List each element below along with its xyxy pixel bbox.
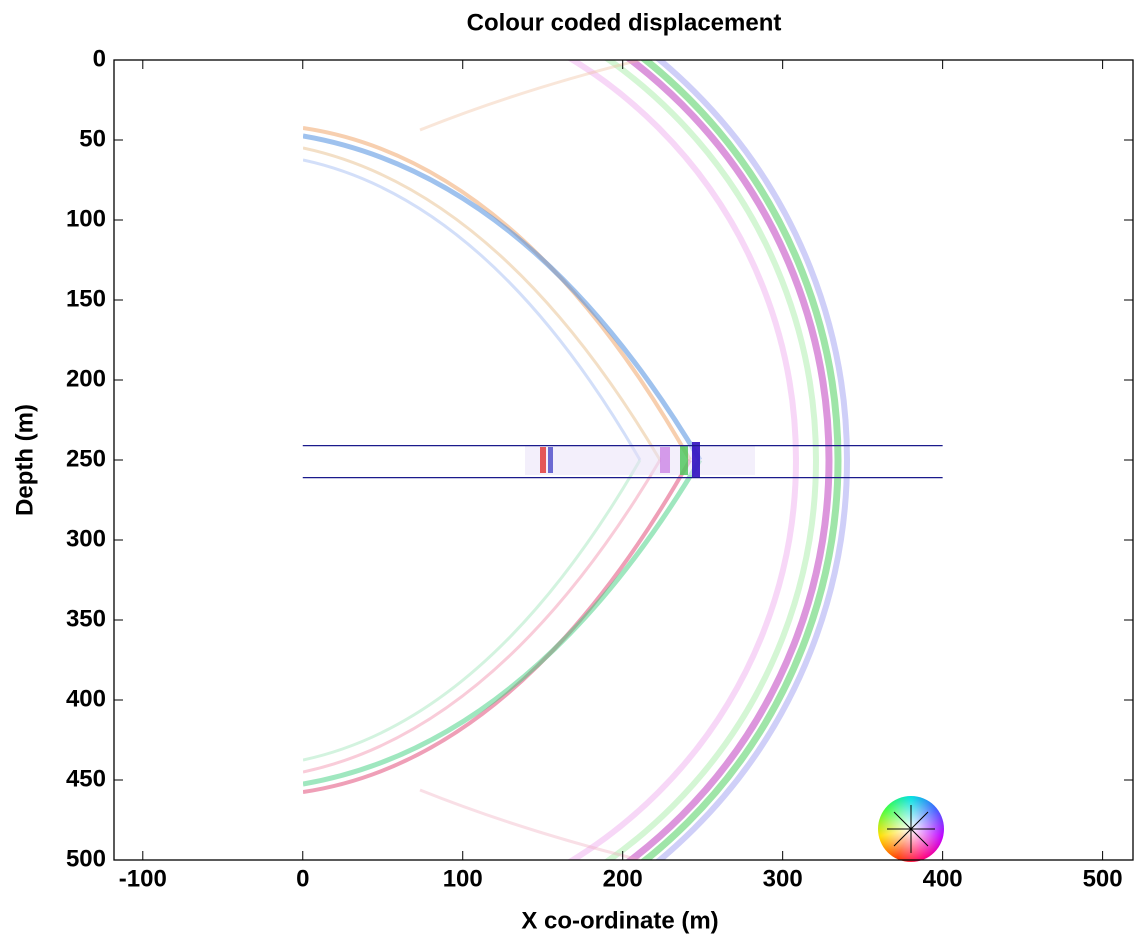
wavefield <box>303 60 850 860</box>
x-axis-label: X co-ordinate (m) <box>521 907 718 934</box>
layer-waves <box>525 445 755 475</box>
wavefront <box>303 126 692 461</box>
layer-waves <box>540 447 546 473</box>
y-tick-label: 250 <box>66 445 106 472</box>
x-tick-label: -100 <box>119 865 167 892</box>
layer-waves <box>680 445 688 475</box>
wavefront <box>603 60 819 860</box>
x-tick-label: 0 <box>296 865 309 892</box>
x-tick-label: 300 <box>763 865 803 892</box>
x-tick-label: 500 <box>1083 865 1123 892</box>
wavefront <box>303 459 662 774</box>
y-tick-label: 100 <box>66 205 106 232</box>
layer-waves <box>692 442 700 478</box>
wavefront <box>303 458 703 787</box>
layer-waves <box>660 447 670 473</box>
y-tick-label: 500 <box>66 845 106 872</box>
y-tick-label: 300 <box>66 525 106 552</box>
x-tick-label: 100 <box>443 865 483 892</box>
wavefront <box>303 158 642 461</box>
wavefront <box>654 60 850 860</box>
y-tick-label: 150 <box>66 285 106 312</box>
layer-waves <box>548 447 553 473</box>
y-tick-label: 200 <box>66 365 106 392</box>
colour-wheel-arrows <box>887 805 935 853</box>
chart-title: Colour coded displacement <box>467 9 782 36</box>
wavefront <box>303 146 662 461</box>
x-tick-label: 200 <box>603 865 643 892</box>
x-tick-label: 400 <box>923 865 963 892</box>
wavefront <box>419 60 641 132</box>
y-tick-label: 50 <box>79 125 106 152</box>
y-axis-label: Depth (m) <box>11 404 38 516</box>
y-tick-label: 450 <box>66 765 106 792</box>
wavefront <box>624 60 833 860</box>
y-tick-label: 400 <box>66 685 106 712</box>
wavefront <box>303 459 692 794</box>
wavefront <box>303 133 703 462</box>
wavefront <box>566 60 799 860</box>
y-tick-label: 350 <box>66 605 106 632</box>
y-tick-label: 0 <box>93 45 106 72</box>
wavefront <box>303 459 642 762</box>
wavefront <box>639 60 842 860</box>
wavefront <box>419 788 641 860</box>
